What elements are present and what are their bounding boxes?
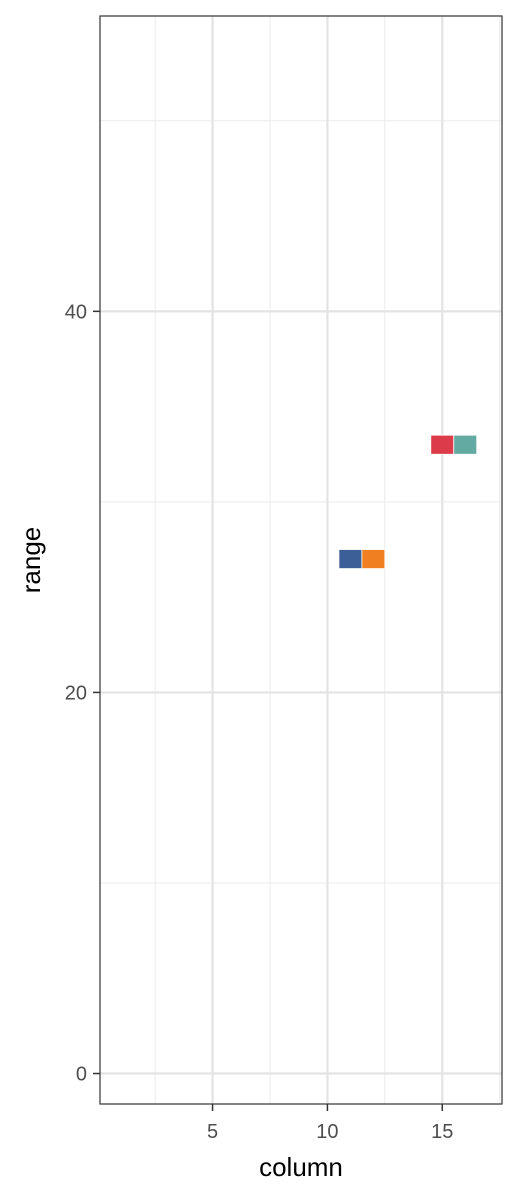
panel-background <box>100 16 502 1104</box>
tile <box>338 549 363 569</box>
major-gridlines <box>100 16 502 1104</box>
y-axis: 0 20 40 <box>65 301 100 1086</box>
y-tick-label: 20 <box>65 682 87 704</box>
x-axis-title: column <box>259 1152 343 1182</box>
y-tick-label: 0 <box>76 1064 87 1086</box>
plot-panel <box>99 15 503 1105</box>
x-axis: 5 10 15 <box>207 1104 453 1143</box>
tile <box>430 434 455 455</box>
y-tick-label: 40 <box>65 301 87 323</box>
x-tick-label: 15 <box>431 1121 453 1143</box>
tiles <box>338 434 478 569</box>
tile <box>453 434 478 455</box>
x-tick-label: 5 <box>207 1121 218 1143</box>
tile <box>361 549 386 569</box>
x-tick-label: 10 <box>316 1121 338 1143</box>
panel-border <box>99 15 503 1105</box>
y-axis-title: range <box>16 527 46 594</box>
